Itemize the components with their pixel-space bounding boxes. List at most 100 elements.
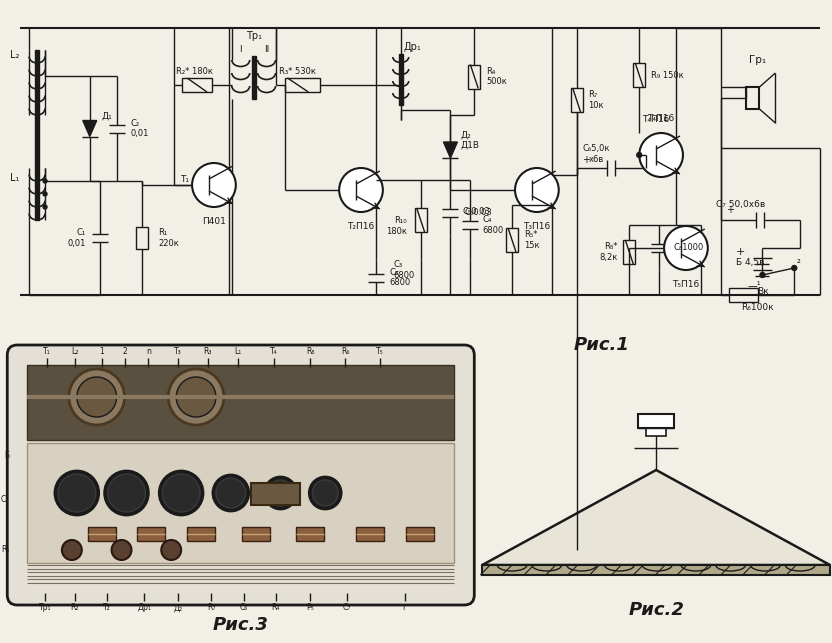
Text: R₇
10к: R₇ 10к xyxy=(588,90,604,110)
Bar xyxy=(187,527,215,541)
Text: R₄: R₄ xyxy=(271,604,280,613)
Polygon shape xyxy=(443,142,458,158)
Text: Б 4,5в: Б 4,5в xyxy=(735,258,764,267)
Text: C₁: C₁ xyxy=(1,496,9,505)
Bar xyxy=(27,365,454,440)
Text: Т₅П16: Т₅П16 xyxy=(672,280,700,289)
Circle shape xyxy=(312,480,338,506)
Text: L₁: L₁ xyxy=(234,347,241,356)
Bar xyxy=(137,527,166,541)
Text: C₁
0,01: C₁ 0,01 xyxy=(67,228,86,248)
Bar xyxy=(242,527,270,541)
Text: C₅0.03: C₅0.03 xyxy=(464,208,492,217)
Circle shape xyxy=(58,474,96,512)
Text: Рис.2: Рис.2 xyxy=(628,601,684,619)
Text: C₇ 50,0х6в: C₇ 50,0х6в xyxy=(716,199,765,208)
Text: R₂* 180к: R₂* 180к xyxy=(176,66,212,75)
Bar xyxy=(468,64,480,89)
Circle shape xyxy=(664,226,708,270)
Text: I: I xyxy=(240,44,242,53)
Text: Б: Б xyxy=(4,451,9,460)
Text: R₈*
8,2к: R₈* 8,2к xyxy=(599,242,617,262)
Text: R₃* 530к: R₃* 530к xyxy=(279,66,316,75)
Text: Вк: Вк xyxy=(756,287,768,296)
Circle shape xyxy=(43,179,47,183)
Text: C₇: C₇ xyxy=(343,604,351,613)
Text: 1: 1 xyxy=(99,347,104,356)
Circle shape xyxy=(159,471,203,515)
Text: R₃: R₃ xyxy=(204,347,212,356)
Circle shape xyxy=(265,477,296,509)
Circle shape xyxy=(111,540,131,560)
Circle shape xyxy=(639,133,683,177)
Text: II: II xyxy=(264,44,270,53)
Circle shape xyxy=(515,168,559,212)
Bar xyxy=(250,483,300,505)
Circle shape xyxy=(161,540,181,560)
Circle shape xyxy=(176,377,216,417)
Circle shape xyxy=(339,168,383,212)
Text: C₅0.03: C₅0.03 xyxy=(463,208,490,217)
Text: R₄
500к: R₄ 500к xyxy=(486,67,507,86)
Text: T₃: T₃ xyxy=(174,347,182,356)
Text: C₆: C₆ xyxy=(240,604,248,613)
Text: +: + xyxy=(735,247,745,257)
Text: T₄: T₄ xyxy=(270,347,277,356)
Circle shape xyxy=(216,478,245,508)
Text: R₁: R₁ xyxy=(1,545,9,554)
Text: Др₁: Др₁ xyxy=(137,604,151,613)
Bar xyxy=(646,428,666,436)
Bar xyxy=(35,50,39,220)
Text: Тр₁: Тр₁ xyxy=(39,604,52,613)
Text: Т₃П16: Т₃П16 xyxy=(523,222,551,231)
Text: 2: 2 xyxy=(122,347,127,356)
Bar xyxy=(406,527,433,541)
Bar xyxy=(414,208,427,232)
Text: +: + xyxy=(582,155,590,165)
Text: R₅*
15к: R₅* 15к xyxy=(524,230,540,249)
Text: L₁: L₁ xyxy=(10,173,19,183)
Bar xyxy=(87,527,116,541)
Text: Д₁: Д₁ xyxy=(102,112,112,121)
Circle shape xyxy=(105,471,148,515)
Bar xyxy=(623,240,636,264)
Text: Т₂П16: Т₂П16 xyxy=(348,222,374,231)
Text: C₈1000: C₈1000 xyxy=(673,243,703,252)
Text: ²: ² xyxy=(796,259,800,269)
Text: T₅: T₅ xyxy=(376,347,384,356)
Text: R₆100к: R₆100к xyxy=(741,302,774,311)
Bar xyxy=(729,288,759,302)
Text: Рис.3: Рис.3 xyxy=(213,616,269,634)
Text: Гр₁: Гр₁ xyxy=(749,55,766,65)
Circle shape xyxy=(77,377,116,417)
Circle shape xyxy=(213,475,249,511)
Circle shape xyxy=(636,152,641,158)
Text: R₁₀
180к: R₁₀ 180к xyxy=(386,216,407,236)
Bar xyxy=(252,56,255,99)
Text: Т₄П16: Т₄П16 xyxy=(647,114,675,123)
Text: R₇: R₇ xyxy=(207,604,215,613)
Circle shape xyxy=(192,163,235,207)
Text: T₁: T₁ xyxy=(43,347,51,356)
Text: C₂
0,01: C₂ 0,01 xyxy=(131,119,149,138)
Text: R₆: R₆ xyxy=(341,347,349,356)
Circle shape xyxy=(107,474,146,512)
Text: L₂: L₂ xyxy=(10,50,19,60)
Text: R₉ 150к: R₉ 150к xyxy=(651,71,684,80)
Text: C₃
6800: C₃ 6800 xyxy=(390,267,411,287)
Text: C₆5,0к
х6в: C₆5,0к х6в xyxy=(582,144,610,164)
Circle shape xyxy=(310,477,341,509)
Text: R₁
220к: R₁ 220к xyxy=(158,228,179,248)
Text: +: + xyxy=(726,205,734,215)
Text: Др₁: Др₁ xyxy=(404,42,422,52)
Text: Т₁: Т₁ xyxy=(180,176,189,185)
Bar xyxy=(638,414,674,428)
Polygon shape xyxy=(483,470,830,565)
Circle shape xyxy=(168,369,224,425)
Text: Рис.1: Рис.1 xyxy=(573,336,630,354)
Bar xyxy=(27,443,454,563)
Bar xyxy=(136,227,148,249)
Bar xyxy=(571,88,582,112)
Text: C₃
6800: C₃ 6800 xyxy=(394,260,415,280)
Circle shape xyxy=(792,266,797,271)
